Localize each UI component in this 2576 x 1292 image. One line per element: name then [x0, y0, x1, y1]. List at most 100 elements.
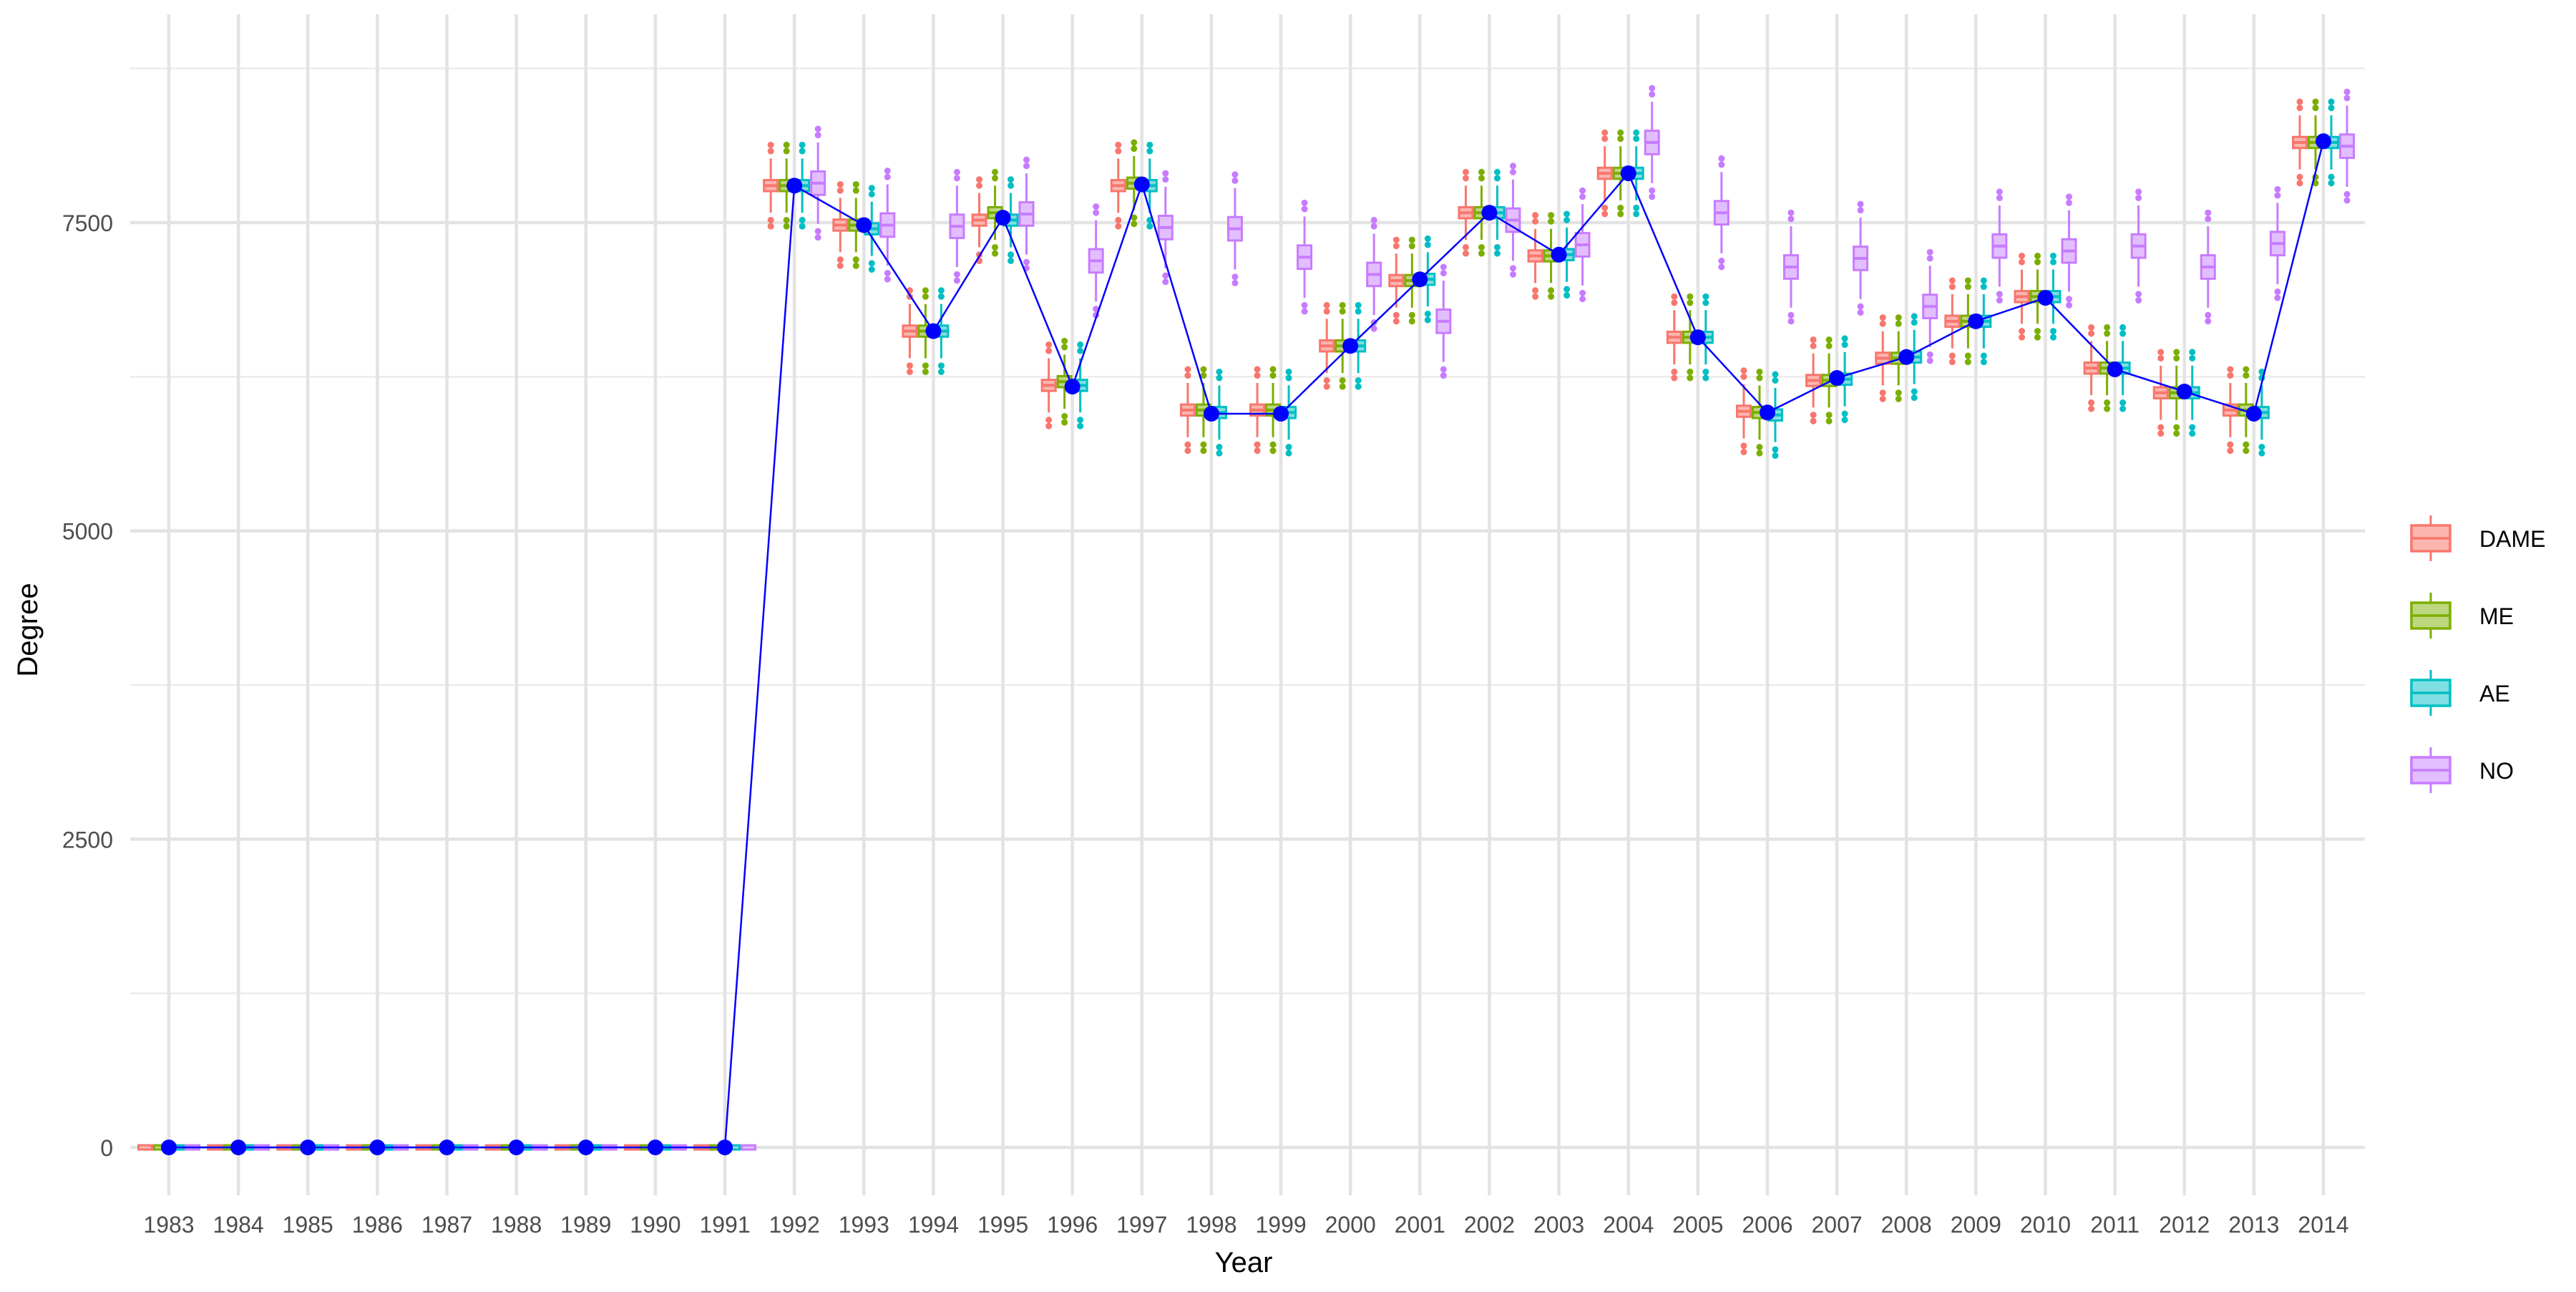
outlier-point — [1895, 395, 1902, 402]
outlier-point — [1323, 377, 1330, 384]
outlier-point — [1269, 447, 1277, 455]
outlier-point — [2065, 296, 2072, 303]
outlier-point — [884, 167, 891, 175]
outlier-point — [1008, 182, 1015, 189]
outlier-point — [868, 260, 875, 267]
mean-point — [508, 1140, 525, 1155]
outlier-point — [1911, 319, 1918, 326]
x-tick-label: 1983 — [143, 1212, 194, 1238]
outlier-point — [814, 228, 821, 235]
box-dame — [1040, 341, 1057, 429]
outlier-point — [1008, 257, 1015, 264]
outlier-point — [1579, 296, 1586, 303]
outlier-point — [2135, 188, 2142, 195]
outlier-point — [1532, 212, 1539, 219]
x-axis-title: Year — [1215, 1247, 1273, 1278]
y-tick-label: 5000 — [62, 519, 113, 545]
outlier-point — [2088, 405, 2095, 412]
outlier-point — [868, 185, 875, 192]
outlier-point — [2343, 197, 2351, 204]
box-no — [1853, 200, 1869, 316]
outlier-point — [767, 141, 774, 148]
outlier-point — [1200, 366, 1207, 373]
outlier-point — [922, 368, 929, 375]
legend: DAME ME AE NO — [2410, 515, 2545, 793]
x-tick-label: 1998 — [1186, 1212, 1236, 1238]
outlier-point — [1077, 341, 1084, 349]
outlier-point — [2189, 354, 2196, 361]
box-dame — [1596, 129, 1613, 218]
outlier-point — [1131, 145, 1138, 152]
x-tick-label: 1990 — [630, 1212, 680, 1238]
outlier-point — [2189, 430, 2196, 437]
boxes — [137, 84, 2355, 1151]
mean-point — [1412, 271, 1428, 288]
outlier-point — [2034, 253, 2041, 260]
outlier-point — [1532, 287, 1539, 294]
outlier-point — [1702, 299, 1709, 306]
outlier-point — [1216, 368, 1223, 375]
outlier-point — [783, 223, 790, 230]
outlier-point — [1740, 442, 1747, 450]
outlier-point — [1131, 139, 1138, 146]
outlier-point — [1339, 301, 1346, 309]
outlier-point — [1392, 236, 1400, 243]
x-tick-label: 1986 — [352, 1212, 403, 1238]
outlier-point — [1772, 452, 1779, 460]
box-dame — [763, 141, 779, 230]
box-dame — [2083, 324, 2099, 412]
outlier-point — [1339, 383, 1346, 390]
outlier-point — [1231, 279, 1239, 286]
legend-label: ME — [2479, 603, 2514, 629]
outlier-point — [2135, 297, 2142, 304]
outlier-point — [2312, 98, 2319, 105]
outlier-point — [1895, 320, 1902, 327]
outlier-point — [1911, 388, 1918, 395]
outlier-point — [1548, 293, 1555, 300]
outlier-point — [2173, 430, 2180, 437]
x-tick-label: 2002 — [1464, 1212, 1515, 1238]
box-me — [1126, 139, 1142, 228]
outlier-point — [1649, 91, 1656, 98]
outlier-point — [1392, 311, 1400, 319]
outlier-point — [1077, 422, 1084, 429]
outlier-point — [2119, 324, 2127, 331]
outlier-point — [1301, 301, 1308, 309]
outlier-point — [783, 217, 790, 224]
outlier-point — [2205, 318, 2212, 325]
outlier-point — [1355, 301, 1362, 309]
outlier-point — [2328, 173, 2335, 180]
mean-point — [2176, 384, 2192, 400]
outlier-point — [953, 168, 960, 175]
x-tick-label: 2009 — [1951, 1212, 2001, 1238]
box-dame — [971, 176, 987, 264]
outlier-point — [2328, 98, 2335, 105]
outlier-point — [937, 362, 945, 369]
outlier-point — [1478, 243, 1485, 251]
outlier-point — [1825, 336, 1833, 344]
x-tick-label: 1985 — [283, 1212, 333, 1238]
outlier-point — [1563, 292, 1571, 299]
outlier-point — [2227, 441, 2234, 448]
outlier-point — [976, 182, 983, 189]
outlier-point — [2274, 288, 2281, 295]
outlier-point — [2296, 105, 2303, 112]
box-dame — [1735, 367, 1752, 455]
box-dame — [2152, 349, 2169, 437]
x-tick-label: 2008 — [1881, 1212, 1932, 1238]
outlier-point — [906, 368, 913, 375]
outlier-point — [1563, 210, 1571, 218]
outlier-point — [1911, 313, 1918, 320]
y-tick-label: 0 — [100, 1135, 113, 1161]
outlier-point — [1323, 308, 1330, 315]
outlier-point — [783, 141, 790, 148]
outlier-point — [884, 270, 891, 277]
x-tick-label: 2005 — [1672, 1212, 1723, 1238]
outlier-point — [1772, 371, 1779, 378]
outlier-point — [2034, 334, 2041, 341]
legend-item-dame: DAME — [2410, 515, 2545, 561]
outlier-point — [1926, 255, 1933, 262]
mean-point — [230, 1140, 247, 1155]
outlier-point — [1093, 203, 1100, 210]
mean-point — [856, 217, 872, 233]
